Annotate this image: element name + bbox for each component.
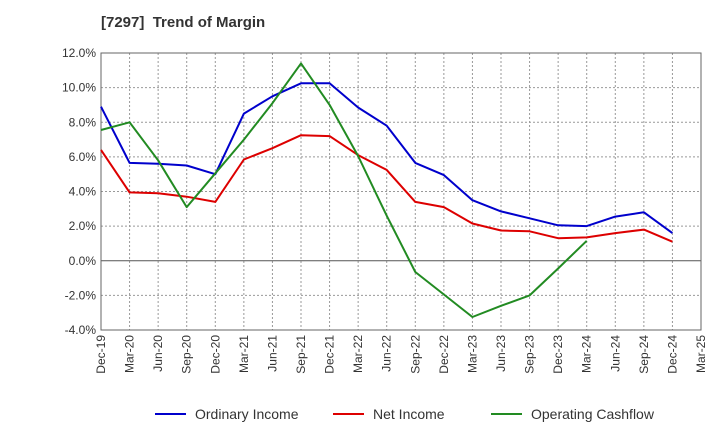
x-tick-label: Jun-23 [494, 335, 508, 372]
x-tick-label: Mar-21 [237, 335, 251, 373]
y-tick-label: 6.0% [69, 150, 97, 164]
x-tick-label: Jun-24 [608, 335, 622, 372]
x-tick-label: Mar-25 [694, 335, 708, 373]
x-tick-label: Sep-21 [294, 335, 308, 374]
y-tick-label: 12.0% [62, 46, 96, 60]
y-tick-label: -2.0% [65, 288, 97, 302]
x-tick-label: Mar-20 [123, 335, 137, 373]
operating-cashflow-line [100, 62, 588, 318]
x-tick-label: Mar-22 [351, 335, 365, 373]
x-tick-label: Dec-24 [665, 335, 679, 374]
x-tick-label: Dec-23 [551, 335, 565, 374]
net-income-line [100, 134, 673, 243]
y-tick-label: 4.0% [69, 185, 97, 199]
horizontal-gridlines [101, 87, 701, 296]
x-tick-label: Mar-24 [580, 335, 594, 373]
y-tick-label: 10.0% [62, 81, 96, 95]
legend-label-operating-cashflow: Operating Cashflow [531, 406, 655, 422]
x-tick-label: Sep-22 [408, 335, 422, 374]
y-tick-label: 8.0% [69, 115, 97, 129]
x-tick-label: Jun-20 [151, 335, 165, 372]
x-tick-label: Jun-21 [265, 335, 279, 372]
x-tick-label: Sep-20 [180, 335, 194, 374]
x-axis-ticks: Dec-19 Mar-20 Jun-20 Sep-20 Dec-20 Mar-21 Jun-… [94, 335, 708, 374]
chart-title: [7297] Trend of Margin [101, 14, 266, 31]
legend: Ordinary Income Net Income Operating Cashf… [155, 406, 655, 422]
x-tick-label: Mar-23 [465, 335, 479, 373]
series-lines [100, 62, 673, 318]
legend-label-net-income: Net Income [373, 406, 445, 422]
legend-label-ordinary-income: Ordinary Income [195, 406, 299, 422]
y-axis-ticks: -4.0% -2.0% 0.0% 2.0% 4.0% 6.0% 8.0% 10.0% 12.0% [62, 46, 96, 337]
y-tick-label: -4.0% [65, 323, 97, 337]
x-tick-label: Dec-20 [208, 335, 222, 374]
plot-frame [100, 52, 702, 331]
x-tick-label: Sep-23 [523, 335, 537, 374]
y-tick-label: 0.0% [69, 254, 97, 268]
x-tick-label: Dec-19 [94, 335, 108, 374]
x-tick-label: Dec-21 [323, 335, 337, 374]
x-tick-label: Sep-24 [637, 335, 651, 374]
y-tick-label: 2.0% [69, 219, 97, 233]
x-tick-label: Dec-22 [437, 335, 451, 374]
ordinary-income-line [100, 82, 673, 234]
x-tick-label: Jun-22 [380, 335, 394, 372]
